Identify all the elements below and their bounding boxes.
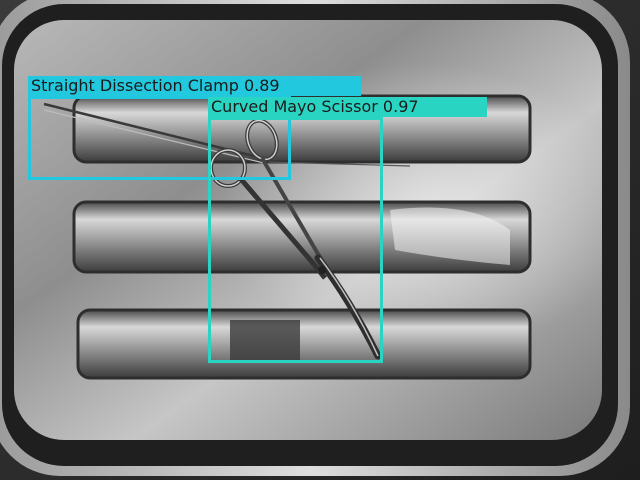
detection-label-scissor: Curved Mayo Scissor 0.97 bbox=[208, 97, 487, 117]
curved-mayo-scissor bbox=[209, 118, 382, 360]
detection-label-clamp: Straight Dissection Clamp 0.89 bbox=[28, 76, 361, 96]
detection-box-scissor bbox=[208, 117, 383, 363]
reflection-patch bbox=[230, 320, 300, 362]
light-reflection bbox=[390, 207, 510, 265]
detection-box-clamp bbox=[28, 96, 291, 180]
